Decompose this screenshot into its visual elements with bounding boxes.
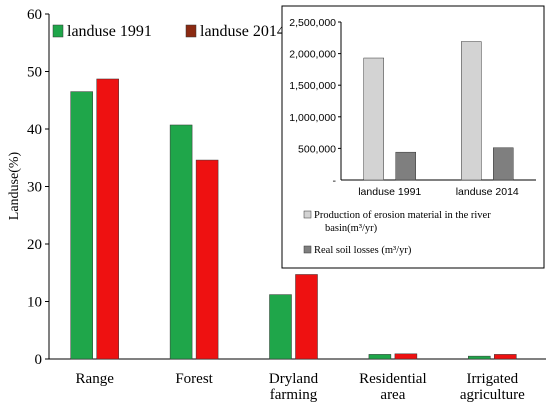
- x-category-label-line: area: [380, 387, 405, 403]
- inset-legend-swatch-1: [303, 245, 312, 254]
- x-category-label: Range: [76, 371, 115, 387]
- bar-landuse-1991-0: [70, 91, 93, 360]
- inset-y-zero-dash: -: [333, 175, 337, 187]
- inset-frame: [281, 5, 545, 269]
- x-category-label-line: agriculture: [460, 387, 525, 403]
- legend-swatch-1: [185, 24, 197, 38]
- inset-y-tick-label: 1,500,000: [289, 80, 336, 92]
- inset-bar-1-1: [493, 147, 514, 181]
- y-tick-label: 0: [35, 352, 43, 368]
- bar-landuse-2014-2: [295, 274, 318, 360]
- x-category-label: Forest: [175, 371, 213, 387]
- inset-y-tick-label: 2,500,000: [289, 17, 336, 29]
- y-tick-label: 30: [27, 180, 42, 196]
- x-category-label: Irrigated agriculture: [460, 371, 525, 403]
- inset-legend-swatch-0: [303, 210, 312, 219]
- x-category-label: Dryland farming: [269, 371, 319, 403]
- x-category-label-line: Range: [76, 371, 115, 387]
- inset-legend-label-1: Real soil losses (m³/yr): [314, 245, 412, 256]
- y-tick-label: 60: [27, 7, 42, 23]
- bar-landuse-1991-4: [468, 355, 491, 360]
- inset-legend-label-0: Production of erosion material in the ri…: [314, 210, 491, 234]
- y-tick-label: 20: [27, 237, 42, 253]
- inset-y-tick-label: 500,000: [298, 143, 336, 155]
- legend-label-1: landuse 2014: [200, 23, 285, 40]
- inset-category-label: landuse 2014: [456, 186, 519, 198]
- bar-landuse-1991-1: [169, 124, 193, 360]
- y-tick-label: 50: [27, 65, 42, 81]
- y-tick-label: 10: [27, 295, 42, 311]
- x-category-label-line: Residential: [359, 371, 427, 387]
- bar-landuse-2014-1: [195, 159, 219, 360]
- y-tick-label: 40: [27, 122, 42, 138]
- bar-landuse-2014-3: [394, 353, 418, 360]
- x-category-label-line: Dryland: [269, 371, 319, 387]
- inset-legend-label-line: Production of erosion material in the ri…: [314, 210, 491, 221]
- x-category-label-line: Forest: [175, 371, 213, 387]
- inset-category-label: landuse 1991: [358, 186, 421, 198]
- bar-landuse-2014-4: [494, 354, 517, 360]
- inset-bar-0-0: [363, 57, 384, 181]
- inset-bar-1-0: [395, 151, 416, 181]
- inset-legend-label-line: basin(m³/yr): [325, 223, 378, 234]
- legend-swatch-0: [52, 24, 64, 38]
- inset-y-tick-label: 2,000,000: [289, 49, 336, 61]
- bar-landuse-1991-2: [269, 294, 292, 360]
- inset-bar-0-1: [461, 41, 482, 181]
- inset-y-tick-label: 1,000,000: [289, 112, 336, 124]
- x-category-label-line: farming: [270, 387, 318, 403]
- bar-landuse-1991-3: [368, 354, 392, 360]
- y-axis-title: Landuse(%): [7, 151, 22, 220]
- x-category-label: Residential area: [359, 371, 427, 403]
- legend-label-0: landuse 1991: [67, 23, 152, 40]
- inset-legend-label-line: Real soil losses (m³/yr): [314, 245, 412, 256]
- x-category-label-line: Irrigated: [466, 371, 518, 387]
- bar-landuse-2014-0: [96, 78, 119, 360]
